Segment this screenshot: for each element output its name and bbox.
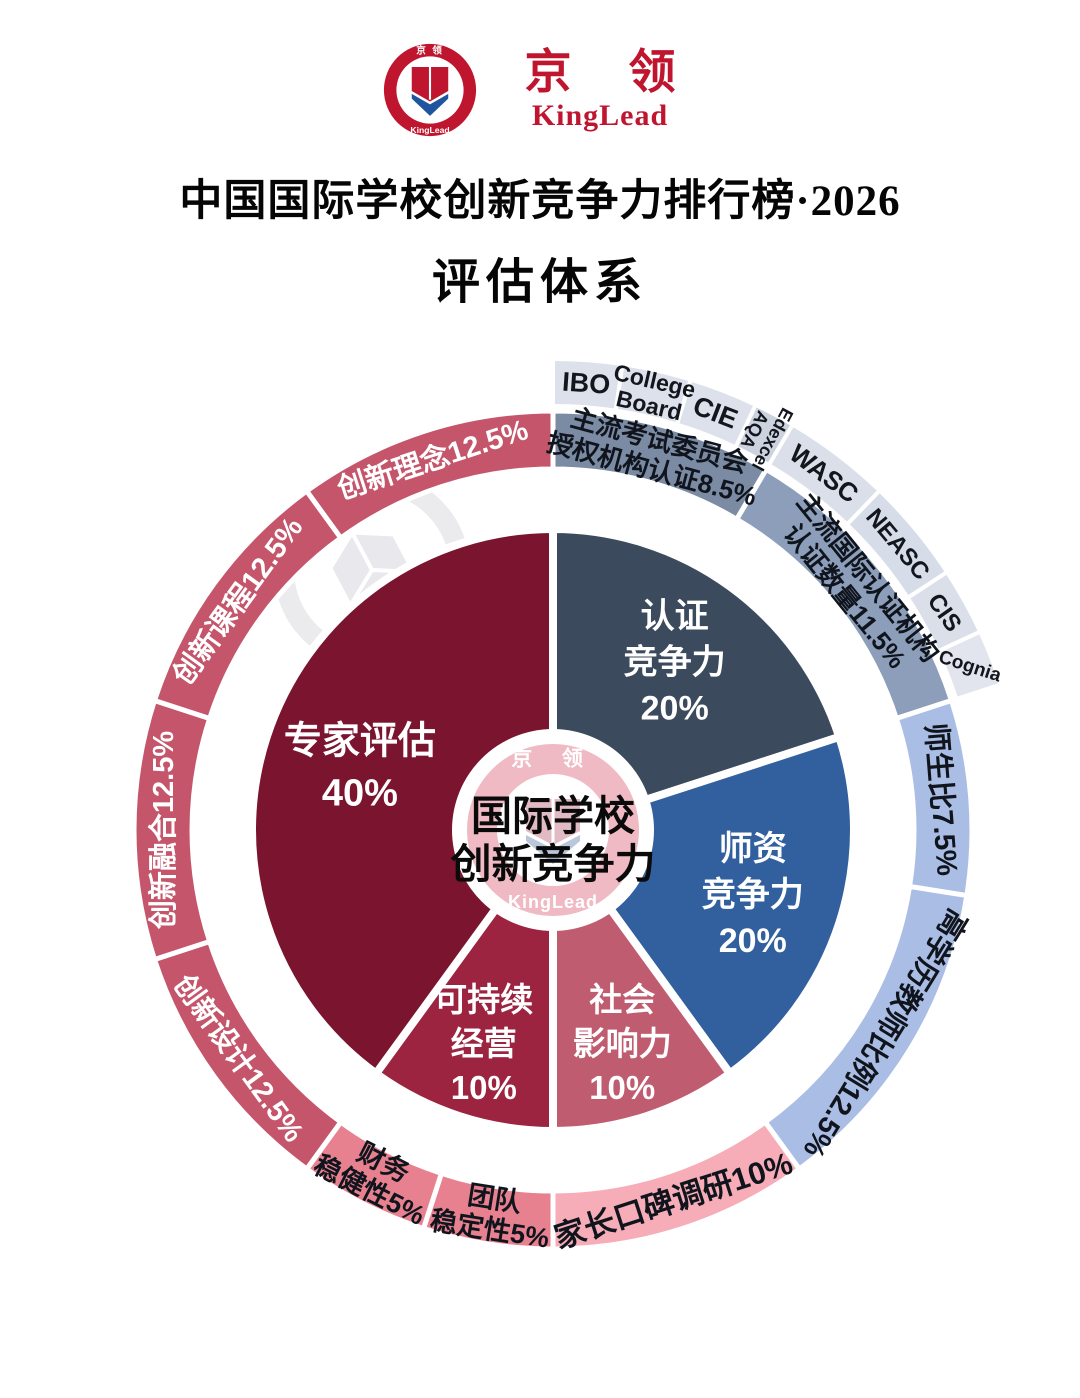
- inner-segment-expert-evaluation: [248, 525, 557, 1078]
- center-kinglead-logo-icon: 京 领 KingLead: [467, 744, 639, 916]
- svg-text:KingLead: KingLead: [508, 892, 598, 912]
- label-ibo: IBO: [561, 367, 611, 400]
- center-title-line-2: 创新竞争力: [450, 841, 656, 887]
- brand-text-block: 京 领 KingLead: [502, 44, 698, 133]
- badge-shield-icon: [412, 66, 449, 116]
- brand-name-en: KingLead: [531, 99, 669, 133]
- outer-segment-cognia: [935, 629, 1003, 701]
- center-title-line-1: 国际学校: [471, 793, 635, 839]
- label-innovation-design: 创新设计12.5%: [167, 968, 311, 1149]
- label-expert-evaluation: 专家评估 40%: [284, 720, 436, 814]
- center-hub: 京 领 KingLead 国际学校创新竞争力: [450, 729, 656, 931]
- brand-name-cn: 京 领: [524, 44, 698, 98]
- svg-text:京 领: 京 领: [511, 747, 595, 771]
- inner-segment-certification-competitiveness: [549, 525, 844, 834]
- middle-segment-innovation-philosophy: [304, 408, 556, 541]
- label-social-influence: 社会影响力 10%: [573, 981, 672, 1106]
- kinglead-badge-icon: 京 领 KingLead: [384, 43, 477, 137]
- badge-top-text: 京 领: [417, 45, 445, 57]
- label-faculty-competitiveness: 师资竞争力 20%: [702, 830, 804, 960]
- page-title: 中国国际学校创新竞争力排行榜·2026: [179, 178, 901, 225]
- badge-bottom-text: KingLead: [411, 125, 450, 135]
- label-sustainable-operation: 可持续经营 10%: [434, 981, 533, 1106]
- label-innovation-integration: 创新融合12.5%: [147, 731, 180, 930]
- ring-segments: [131, 357, 1003, 1252]
- header-logo-row: 京 领 KingLead 京 领 KingLead: [0, 0, 1080, 138]
- label-certification-competitiveness: 认证竞争力 20%: [624, 598, 726, 728]
- page-subtitle: 评估体系: [431, 256, 648, 309]
